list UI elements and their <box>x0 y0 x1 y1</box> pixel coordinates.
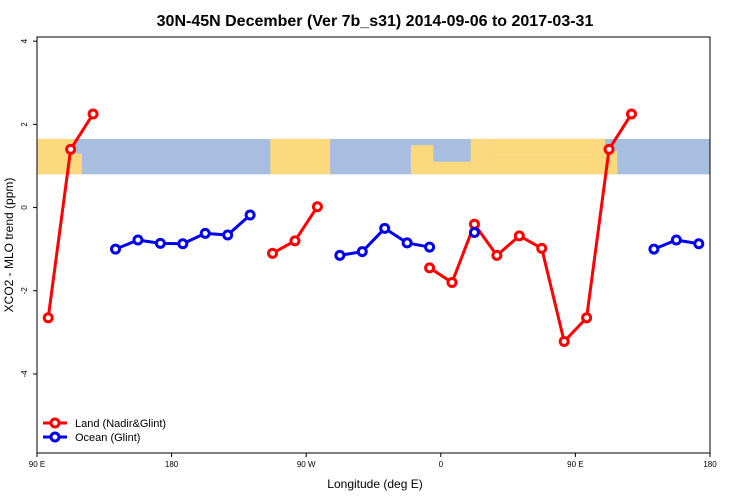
data-point <box>468 227 480 239</box>
data-point <box>311 201 323 213</box>
data-point <box>625 108 637 120</box>
y-axis: 4 2 0 -2 -4 <box>20 38 37 378</box>
data-point <box>177 238 189 250</box>
x-tick-label: 180 <box>165 460 179 469</box>
y-tick-label: 0 <box>20 205 29 210</box>
data-point <box>154 237 166 249</box>
land-central-asia <box>490 138 606 158</box>
data-point <box>536 242 548 254</box>
land-north-america <box>270 138 331 175</box>
x-axis-label: Longitude (deg E) <box>327 477 422 491</box>
land-north-africa <box>433 161 471 175</box>
data-point <box>267 247 279 259</box>
data-point <box>379 222 391 234</box>
land-iberia-africa <box>410 145 434 175</box>
data-point <box>244 209 256 221</box>
data-point <box>468 218 480 230</box>
chart-title: 30N-45N December (Ver 7b_s31) 2014-09-06… <box>157 13 594 30</box>
data-point <box>648 243 660 255</box>
data-point <box>581 312 593 324</box>
legend-marker-land <box>49 417 61 429</box>
legend: Land (Nadir&Glint) Ocean (Glint) <box>43 417 166 444</box>
x-tick-label: 90 W <box>297 460 316 469</box>
legend-marker-ocean <box>49 431 61 443</box>
x-axis: 90 E 180 90 W 0 90 E 180 <box>29 453 717 469</box>
y-axis-label: XCO2 - MLO trend (ppm) <box>2 178 16 313</box>
data-point <box>693 238 705 250</box>
land-south-asia <box>490 157 606 175</box>
data-point <box>424 241 436 253</box>
data-point <box>222 229 234 241</box>
series-ocean <box>110 209 705 261</box>
data-point <box>401 237 413 249</box>
data-point <box>446 276 458 288</box>
y-tick-label: 4 <box>20 38 29 43</box>
x-tick-label: 0 <box>439 460 444 469</box>
legend-item-land: Land (Nadir&Glint) <box>43 417 166 430</box>
data-point <box>356 246 368 258</box>
data-point <box>42 312 54 324</box>
legend-label-land: Land (Nadir&Glint) <box>75 418 166 430</box>
x-tick-label: 180 <box>703 460 717 469</box>
data-point <box>670 234 682 246</box>
data-point <box>199 227 211 239</box>
y-tick-label: -4 <box>20 370 29 378</box>
legend-item-ocean: Ocean (Glint) <box>43 431 140 444</box>
data-point <box>87 108 99 120</box>
land-middle-east <box>470 138 491 175</box>
x-tick-label: 90 E <box>29 460 45 469</box>
series-line <box>428 113 633 344</box>
y-tick-label: 2 <box>20 122 29 127</box>
land-china-coast <box>605 151 618 175</box>
data-point <box>513 230 525 242</box>
data-point <box>491 249 503 261</box>
data-point <box>110 243 122 255</box>
data-point <box>132 234 144 246</box>
data-point <box>603 143 615 155</box>
legend-label-ocean: Ocean (Glint) <box>75 432 140 444</box>
data-point <box>65 143 77 155</box>
plot-frame <box>36 36 711 454</box>
data-point <box>424 262 436 274</box>
land-east-asia-coast <box>74 153 82 175</box>
x-tick-label: 90 E <box>567 460 583 469</box>
data-point <box>558 336 570 348</box>
series-layer <box>42 108 705 348</box>
data-point <box>334 249 346 261</box>
data-point <box>289 235 301 247</box>
y-tick-label: -2 <box>20 287 29 295</box>
